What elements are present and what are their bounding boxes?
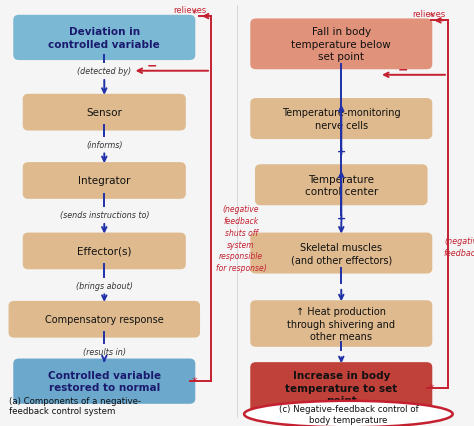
Text: relieves: relieves bbox=[412, 10, 446, 19]
Text: Integrator: Integrator bbox=[78, 176, 130, 186]
FancyBboxPatch shape bbox=[250, 19, 432, 70]
FancyBboxPatch shape bbox=[13, 359, 195, 404]
FancyBboxPatch shape bbox=[250, 301, 432, 347]
Text: (negative
feedback
shuts off
system
responsible
for response): (negative feedback shuts off system resp… bbox=[216, 204, 266, 273]
Text: (c) Negative-feedback control of
body temperature: (c) Negative-feedback control of body te… bbox=[279, 404, 418, 424]
Text: Fall in body
temperature below
set point: Fall in body temperature below set point bbox=[292, 27, 391, 62]
Text: *: * bbox=[192, 9, 198, 19]
Text: (sends instructions to): (sends instructions to) bbox=[60, 210, 149, 220]
FancyBboxPatch shape bbox=[255, 165, 428, 206]
Text: *: * bbox=[192, 376, 198, 386]
FancyBboxPatch shape bbox=[250, 99, 432, 140]
Text: Increase in body
temperature to set
point: Increase in body temperature to set poin… bbox=[285, 370, 397, 405]
Text: *: * bbox=[429, 12, 435, 22]
Text: (negative
feedback): (negative feedback) bbox=[444, 237, 474, 257]
Text: Temperature-monitoring
nerve cells: Temperature-monitoring nerve cells bbox=[282, 108, 401, 130]
Text: *: * bbox=[429, 383, 435, 393]
FancyBboxPatch shape bbox=[23, 233, 186, 270]
Text: Skeletal muscles
(and other effectors): Skeletal muscles (and other effectors) bbox=[291, 242, 392, 265]
Text: +: + bbox=[337, 146, 346, 156]
Text: (a) Components of a negative-
feedback control system: (a) Components of a negative- feedback c… bbox=[9, 396, 142, 415]
Text: (detected by): (detected by) bbox=[77, 67, 131, 76]
Text: Temperature
control center: Temperature control center bbox=[305, 174, 378, 196]
Ellipse shape bbox=[244, 401, 453, 426]
Text: (informs): (informs) bbox=[86, 140, 123, 150]
Text: Controlled variable
restored to normal: Controlled variable restored to normal bbox=[48, 370, 161, 392]
Text: Sensor: Sensor bbox=[86, 108, 122, 118]
FancyBboxPatch shape bbox=[23, 95, 186, 131]
Text: +: + bbox=[337, 213, 346, 223]
FancyBboxPatch shape bbox=[250, 233, 432, 274]
FancyBboxPatch shape bbox=[9, 301, 200, 338]
Text: −: − bbox=[398, 63, 408, 77]
Text: ↑ Heat production
through shivering and
other means: ↑ Heat production through shivering and … bbox=[287, 306, 395, 341]
Text: Deviation in
controlled variable: Deviation in controlled variable bbox=[48, 27, 160, 49]
FancyBboxPatch shape bbox=[13, 16, 195, 61]
Text: −: − bbox=[146, 60, 157, 72]
Text: Compensatory response: Compensatory response bbox=[45, 314, 164, 325]
Text: (results in): (results in) bbox=[83, 347, 126, 356]
FancyBboxPatch shape bbox=[250, 362, 432, 413]
Text: (brings about): (brings about) bbox=[76, 281, 133, 290]
Text: Effector(s): Effector(s) bbox=[77, 246, 131, 256]
Text: relieves: relieves bbox=[173, 6, 206, 14]
FancyBboxPatch shape bbox=[23, 163, 186, 199]
